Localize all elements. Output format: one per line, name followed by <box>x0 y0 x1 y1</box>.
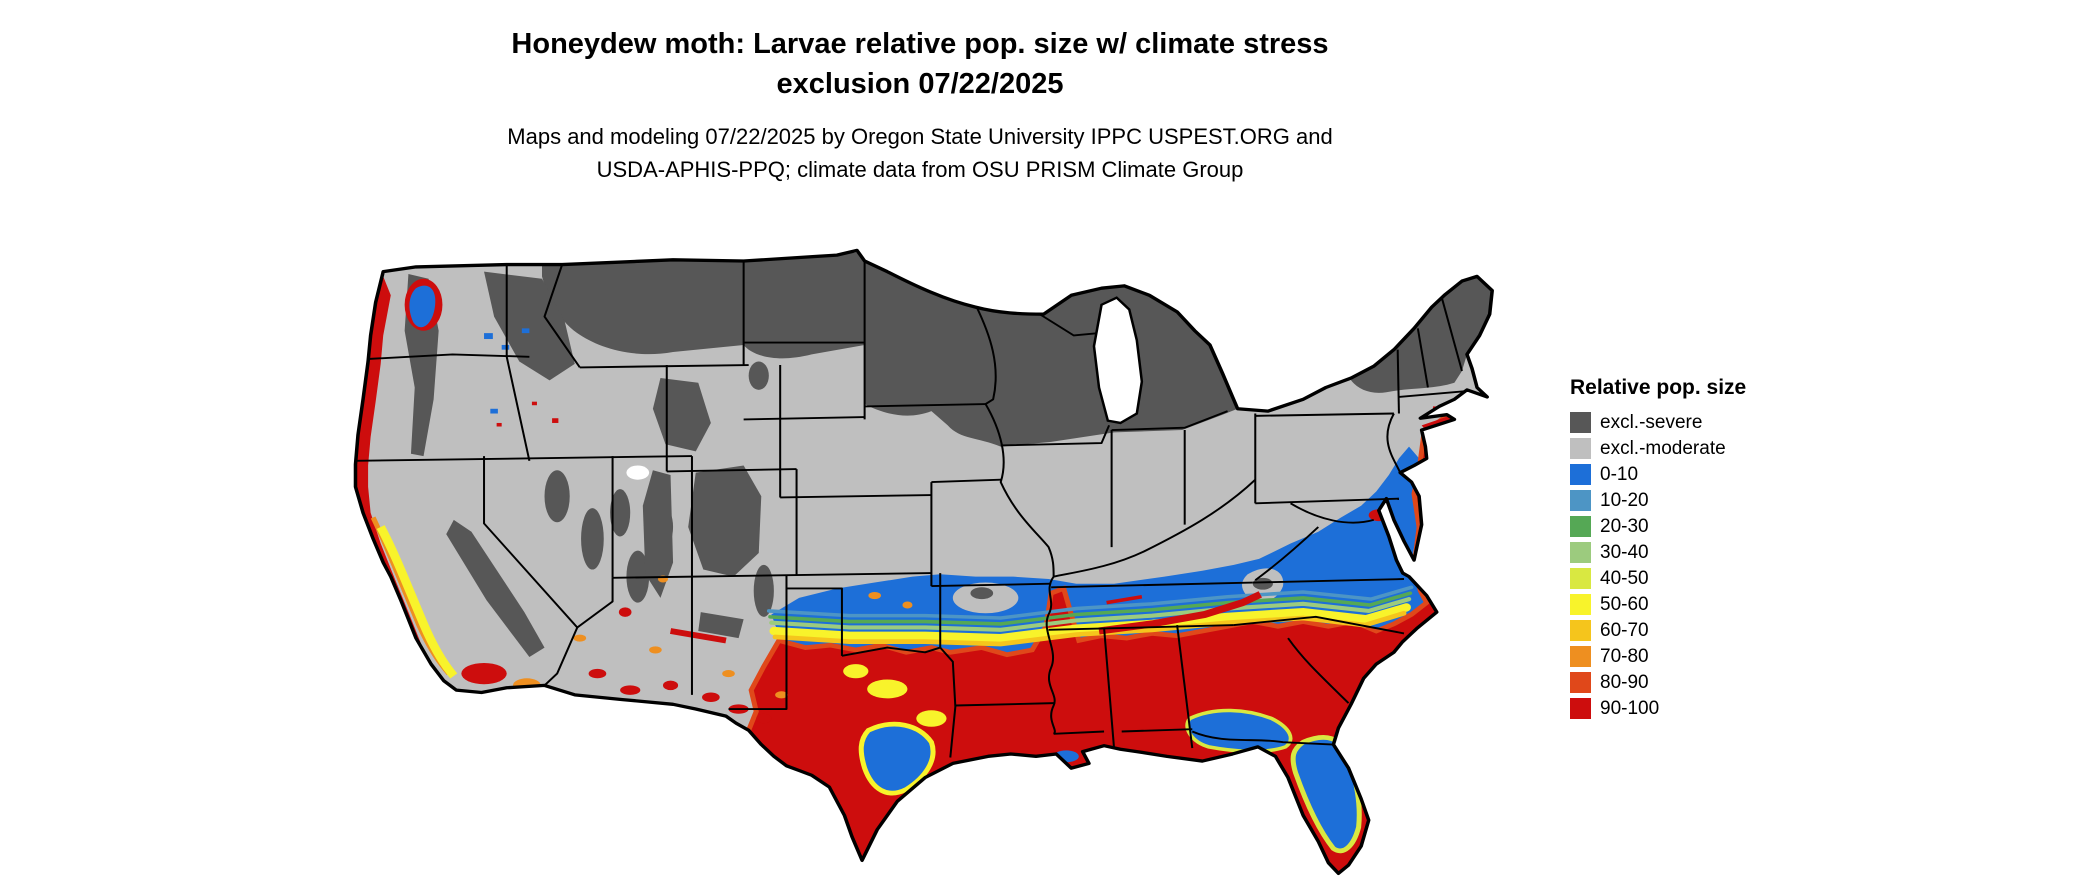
legend-swatch <box>1570 490 1591 511</box>
page-subtitle: Maps and modeling 07/22/2025 by Oregon S… <box>0 120 1840 186</box>
legend-entry: 30-40 <box>1570 542 1746 563</box>
figure-header: Honeydew moth: Larvae relative pop. size… <box>0 24 1840 186</box>
legend-label: 50-60 <box>1600 594 1649 615</box>
map-layer-california-transitions <box>370 516 458 679</box>
us-map-container <box>295 222 1530 884</box>
legend-swatch <box>1570 672 1591 693</box>
map-layer-tennessee-streaks <box>1098 591 1263 635</box>
map-layer-gray-island-flecks <box>970 577 1273 600</box>
legend-swatch <box>1570 412 1591 433</box>
subtitle-line-1: Maps and modeling 07/22/2025 by Oregon S… <box>507 124 1333 150</box>
legend-label: 80-90 <box>1600 672 1649 693</box>
legend-entry: 10-20 <box>1570 490 1746 511</box>
legend-label: excl.-moderate <box>1600 438 1726 459</box>
legend-entry: 50-60 <box>1570 594 1746 615</box>
us-choropleth-map <box>353 248 1494 876</box>
legend-label: 20-30 <box>1600 516 1649 537</box>
legend-entry: 70-80 <box>1570 646 1746 667</box>
legend-entry: 0-10 <box>1570 464 1746 485</box>
legend-label: excl.-severe <box>1600 412 1703 433</box>
legend-label: 60-70 <box>1600 620 1649 641</box>
page-title: Honeydew moth: Larvae relative pop. size… <box>0 24 1840 104</box>
legend-swatch <box>1570 620 1591 641</box>
title-line-2: exclusion 07/22/2025 <box>776 68 1064 101</box>
legend-swatch <box>1570 568 1591 589</box>
legend-entry: 90-100 <box>1570 698 1746 719</box>
legend-swatch <box>1570 464 1591 485</box>
legend-label: 40-50 <box>1600 568 1649 589</box>
map-layer-texas-yellow-mottle <box>843 664 947 727</box>
legend-label: 0-10 <box>1600 464 1639 485</box>
legend-label: 90-100 <box>1600 698 1660 719</box>
legend-entry: excl.-moderate <box>1570 438 1746 459</box>
legend-swatch <box>1570 698 1591 719</box>
legend-label: 70-80 <box>1600 646 1649 667</box>
map-layer-puget-blue <box>409 285 436 328</box>
lake-michigan <box>1092 296 1144 425</box>
legend-entry: 80-90 <box>1570 672 1746 693</box>
legend-title: Relative pop. size <box>1570 376 1747 399</box>
legend-swatch <box>1570 542 1591 563</box>
legend-label: 30-40 <box>1600 542 1649 563</box>
legend-entry: excl.-severe <box>1570 412 1746 433</box>
legend-swatch <box>1570 438 1591 459</box>
legend: Relative pop. size excl.-severe excl.-mo… <box>1570 376 1746 724</box>
legend-swatch <box>1570 516 1591 537</box>
legend-entry: 20-30 <box>1570 516 1746 537</box>
legend-label: 10-20 <box>1600 490 1649 511</box>
map-layer-mogollon-streak <box>669 628 727 644</box>
legend-swatch <box>1570 646 1591 667</box>
legend-entry: 40-50 <box>1570 568 1746 589</box>
great-salt-lake <box>626 465 650 480</box>
title-line-1: Honeydew moth: Larvae relative pop. size… <box>511 28 1329 60</box>
state-borders <box>355 261 1468 758</box>
legend-swatch <box>1570 594 1591 615</box>
legend-entry: 60-70 <box>1570 620 1746 641</box>
subtitle-line-2: USDA-APHIS-PPQ; climate data from OSU PR… <box>596 157 1244 183</box>
